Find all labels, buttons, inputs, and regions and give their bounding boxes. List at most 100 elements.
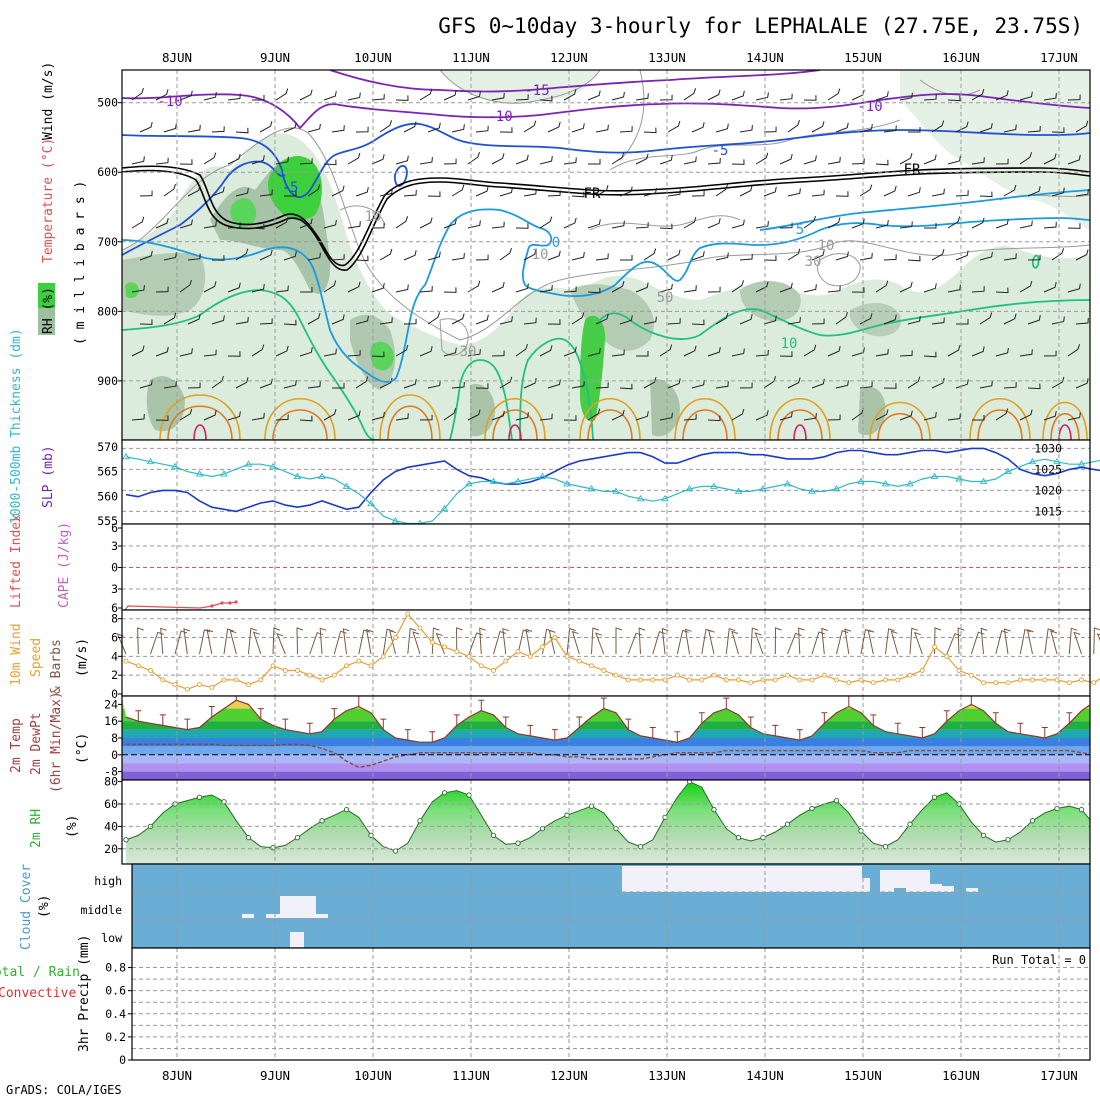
contour-label-15: 30 [805, 254, 822, 270]
upper-barb-208 [331, 254, 345, 261]
upper-barb-314 [956, 319, 969, 325]
upper-barb-266 [755, 281, 769, 293]
upper-barb-271 [875, 280, 889, 293]
wind-marker-22 [393, 635, 398, 640]
contour-freezing-a [122, 165, 1090, 267]
rh-marker-66 [931, 794, 938, 800]
top-date-12JUN: 12JUN [550, 50, 588, 65]
rh-tick-0: 20 [104, 842, 118, 856]
upper-barb-423 [683, 414, 697, 421]
upper-barb-48 [331, 125, 345, 133]
upper-barb-191 [875, 220, 889, 229]
warm-arch-inner-9 [1050, 412, 1080, 440]
upper-barb-221 [643, 248, 657, 261]
cloud-grid [132, 864, 1090, 948]
upper-barb-418 [563, 415, 577, 421]
upper-barb-38 [1043, 93, 1057, 101]
wind-marker-50 [736, 677, 741, 683]
upper-barb-346 [755, 349, 769, 357]
cape-grid [122, 524, 1090, 610]
rh-marker-64 [907, 821, 913, 827]
upper-barb-355 [971, 346, 985, 357]
temp-band-4 [122, 738, 1090, 747]
upper-barb-422 [659, 412, 673, 421]
upper-barb-9 [347, 92, 361, 101]
wind10m-barb-33 [525, 628, 533, 655]
temp-band-1 [122, 708, 1090, 722]
upper-barb-356 [995, 347, 1009, 357]
upper-barb-358 [1043, 350, 1057, 357]
upper-barb-34 [947, 95, 961, 102]
ylabel-thickness: 1000-500mb Thickness (dm) [9, 328, 24, 524]
wind10m-barb-25 [431, 627, 440, 655]
upper-barb-21 [635, 93, 649, 101]
upper-tick-0: 500 [97, 96, 118, 110]
upper-barb-121 [163, 183, 176, 197]
upper-barb-89 [347, 152, 361, 165]
max-bar-61 [870, 714, 877, 726]
dewpoint-series-line [126, 743, 1090, 769]
upper-barb-175 [491, 221, 505, 229]
upper-barb-236 [1003, 253, 1017, 261]
rh2m-plot [122, 780, 1090, 864]
wind10m-barb-45 [676, 629, 689, 655]
wind-marker-12 [270, 663, 276, 669]
wind-marker-31 [503, 658, 509, 664]
upper-barb-155 [979, 191, 993, 198]
wind-marker-32 [515, 649, 521, 655]
upper-barb-252 [419, 285, 433, 293]
upper-barb-51 [403, 121, 417, 133]
wind10m-barb-69 [970, 631, 985, 655]
upper-barb-400 [131, 413, 145, 421]
rh-tick-2: 60 [104, 797, 118, 811]
upper-barb-103 [683, 156, 697, 165]
thickness-marker-64 [906, 480, 914, 487]
max-bar-63 [894, 722, 901, 734]
cloud-mid-block-4 [316, 914, 328, 918]
upper-barb-357 [1019, 349, 1033, 357]
cloud-level-middle: middle [80, 903, 122, 917]
contour-label-6: FR [584, 186, 601, 202]
contour-minus5c [394, 165, 408, 187]
precip-tick-3: 0.6 [105, 984, 126, 998]
upper-barb-274 [947, 284, 961, 293]
upper-barb-253 [443, 287, 457, 293]
upper-barb-312 [907, 316, 921, 325]
upper-barb-331 [395, 344, 409, 357]
upper-barb-289 [355, 315, 369, 325]
upper-barb-1 [155, 89, 169, 101]
upper-barb-189 [827, 217, 841, 229]
ylabel-temperature: Temperature (°C) [41, 138, 56, 263]
rh-area-dark-4 [570, 284, 654, 351]
upper-barb-280 [139, 319, 153, 325]
upper-barb-344 [707, 347, 721, 357]
thickness-marker-78 [1077, 460, 1086, 467]
rh-marker-72 [1005, 837, 1011, 843]
upper-barb-308 [811, 318, 825, 325]
rh-marker-18 [343, 806, 350, 813]
wind10m-barb-22 [389, 629, 396, 655]
temp-band-3 [122, 729, 1090, 738]
upper-barb-397 [1027, 383, 1041, 390]
wind10m-barb-68 [957, 627, 965, 655]
upper-barb-256 [515, 283, 529, 293]
upper-barb-374 [475, 383, 489, 389]
upper-barb-424 [707, 415, 721, 422]
upper-barb-113 [923, 154, 937, 165]
upper-barb-18 [563, 89, 577, 101]
top-date-15JUN: 15JUN [844, 50, 882, 65]
wind10m-barb-1 [137, 627, 144, 655]
wind10m-barb-65 [913, 631, 923, 655]
upper-barb-382 [667, 378, 681, 389]
upper-barb-45 [259, 121, 273, 133]
wind-tick-0: 0 [111, 687, 118, 701]
wind-marker-23 [405, 611, 411, 617]
max-bar-37 [576, 716, 583, 728]
top-date-11JUN: 11JUN [452, 50, 490, 65]
max-bar-15 [306, 722, 313, 734]
upper-barb-99 [588, 159, 601, 165]
upper-barb-249 [347, 281, 361, 293]
upper-barb-223 [691, 251, 705, 261]
wind-marker-21 [380, 653, 386, 659]
upper-barb-333 [443, 347, 457, 357]
